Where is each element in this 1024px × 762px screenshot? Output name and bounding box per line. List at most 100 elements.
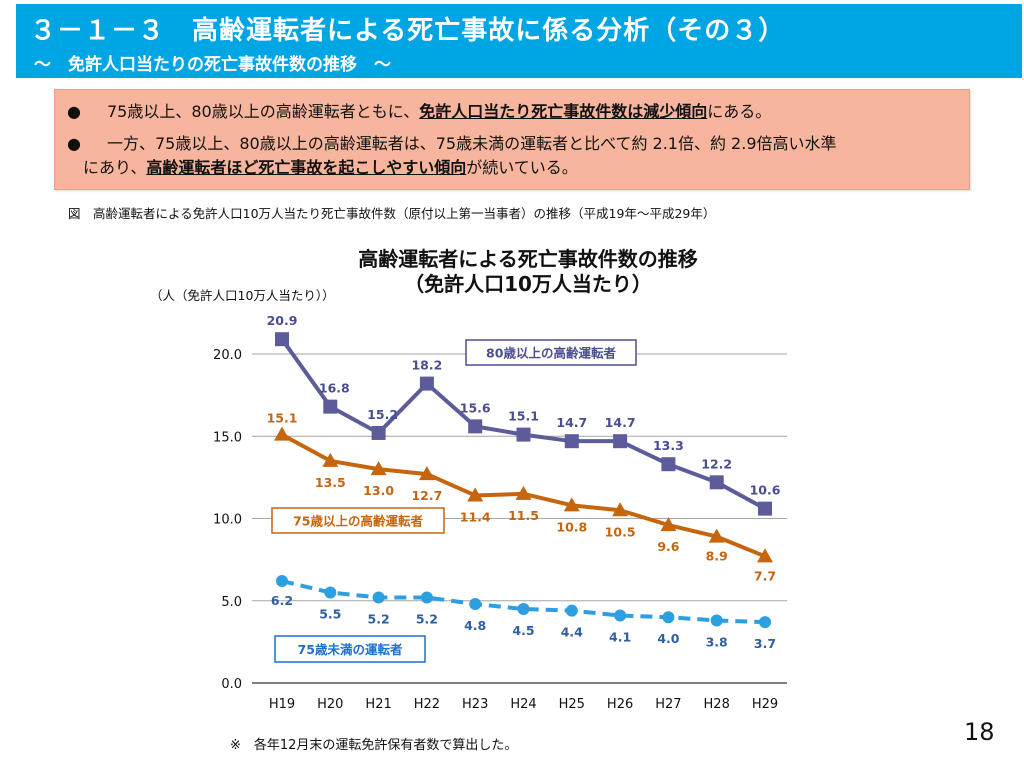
data-label: 5.2 bbox=[416, 611, 438, 626]
data-point-triangle bbox=[660, 517, 677, 532]
series-line bbox=[281, 579, 766, 625]
legend-label-box: 80歳以上の高齢運転者 bbox=[465, 339, 637, 366]
y-tick-label: 15.0 bbox=[213, 430, 242, 445]
data-point-triangle bbox=[612, 502, 629, 517]
x-tick-label: H22 bbox=[414, 697, 440, 712]
chart-title-line2: （免許人口10万人当たり） bbox=[404, 272, 652, 296]
data-label: 4.1 bbox=[609, 630, 631, 645]
x-tick-label: H20 bbox=[317, 697, 343, 712]
data-label: 4.0 bbox=[657, 631, 679, 646]
data-point-square bbox=[371, 425, 386, 440]
y-tick-label: 0.0 bbox=[221, 677, 242, 692]
footnote: ※ 各年12月末の運転免許保有者数で算出した。 bbox=[230, 738, 518, 753]
legend-label-box: 75歳以上の高齢運転者 bbox=[271, 507, 445, 534]
data-label: 11.4 bbox=[460, 509, 491, 524]
y-tick-label: 20.0 bbox=[213, 348, 242, 363]
slide-header: ３－１－３ 高齢運転者による死亡事故に係る分析（その３） ～ 免許人口当たりの死… bbox=[16, 4, 1022, 78]
data-point-square bbox=[323, 399, 338, 414]
x-tick-label: H28 bbox=[704, 697, 730, 712]
summary-item: ● 一方、75歳以上、80歳以上の高齢運転者は、75歳未満の運転者と比べて約 2.… bbox=[67, 132, 837, 156]
data-point-triangle bbox=[708, 528, 725, 543]
data-point-circle bbox=[324, 586, 337, 599]
data-point-circle bbox=[517, 602, 530, 615]
data-label: 3.7 bbox=[754, 636, 776, 651]
x-tick-label: H19 bbox=[269, 697, 295, 712]
chart-title-line1: 高齢運転者による死亡事故件数の推移 bbox=[358, 247, 697, 271]
data-point-triangle bbox=[370, 461, 387, 476]
data-label: 7.7 bbox=[754, 568, 776, 583]
x-tick-label: H29 bbox=[752, 697, 778, 712]
data-label: 4.5 bbox=[512, 623, 534, 638]
data-label: 15.6 bbox=[460, 400, 491, 415]
data-point-square bbox=[468, 419, 483, 434]
data-point-circle bbox=[614, 609, 627, 622]
data-label: 9.6 bbox=[657, 539, 679, 554]
data-label: 4.4 bbox=[561, 625, 583, 640]
data-label: 15.1 bbox=[508, 409, 539, 424]
data-point-circle bbox=[565, 604, 578, 617]
x-tick-label: H24 bbox=[510, 697, 536, 712]
legend-text: 75歳以上の高齢運転者 bbox=[293, 514, 423, 529]
legend-label-box: 75歳未満の運転者 bbox=[274, 635, 426, 663]
data-point-circle bbox=[420, 591, 433, 604]
data-label: 5.5 bbox=[319, 607, 341, 622]
data-label: 20.9 bbox=[267, 313, 298, 328]
data-label: 5.2 bbox=[368, 611, 390, 626]
data-point-triangle bbox=[515, 485, 532, 500]
data-label: 15.1 bbox=[267, 411, 298, 426]
data-label: 10.6 bbox=[750, 483, 781, 498]
data-point-square bbox=[564, 434, 579, 449]
y-tick-label: 10.0 bbox=[213, 513, 242, 528]
data-point-triangle bbox=[467, 487, 484, 502]
data-label: 18.2 bbox=[411, 358, 442, 373]
data-point-triangle bbox=[274, 426, 290, 441]
data-label: 10.5 bbox=[605, 524, 636, 539]
bullet-icon: ● bbox=[67, 102, 81, 121]
data-point-square bbox=[709, 475, 724, 490]
x-tick-label: H21 bbox=[365, 697, 391, 712]
data-label: 11.5 bbox=[508, 508, 539, 523]
x-tick-label: H25 bbox=[559, 697, 585, 712]
data-label: 4.8 bbox=[464, 618, 486, 633]
x-tick-label: H23 bbox=[462, 697, 488, 712]
x-tick-label: H27 bbox=[655, 697, 681, 712]
y-tick-label: 5.0 bbox=[221, 595, 242, 610]
data-label: 8.9 bbox=[706, 549, 728, 564]
legend-text: 80歳以上の高齢運転者 bbox=[486, 346, 616, 361]
summary-item: ● 75歳以上、80歳以上の高齢運転者ともに、免許人口当たり死亡事故件数は減少傾向… bbox=[67, 100, 771, 124]
data-label: 13.5 bbox=[315, 475, 346, 490]
data-label: 6.2 bbox=[271, 593, 293, 608]
data-label: 12.7 bbox=[411, 488, 442, 503]
data-point-circle bbox=[372, 591, 385, 604]
data-label: 14.7 bbox=[556, 415, 587, 430]
data-point-square bbox=[275, 332, 289, 347]
series-square: 20.9 16.8 15.2 18.2 15.6 15.1 14.7 14.7 13.3 12.2… bbox=[267, 313, 781, 516]
data-point-triangle bbox=[757, 548, 773, 563]
slide-title: ３－１－３ 高齢運転者による死亡事故に係る分析（その３） bbox=[30, 16, 786, 46]
series-circle: 6.2 5.5 5.2 5.2 4.8 4.5 4.4 4.1 4.0 3.8 3.7 bbox=[271, 575, 776, 651]
data-point-square bbox=[419, 376, 434, 391]
summary-item-continuation: にあり、高齢運転者ほど死亡事故を起こしやすい傾向が続いている。 bbox=[83, 158, 578, 177]
data-label: 13.3 bbox=[653, 438, 684, 453]
data-point-circle bbox=[710, 614, 723, 627]
figure-caption: 図 高齢運転者による免許人口10万人当たり死亡事故件数（原付以上第一当事者）の推… bbox=[68, 206, 716, 221]
summary-box: ● 75歳以上、80歳以上の高齢運転者ともに、免許人口当たり死亡事故件数は減少傾向… bbox=[54, 89, 970, 190]
legend-box bbox=[274, 635, 426, 663]
data-point-circle bbox=[759, 616, 771, 629]
data-point-square bbox=[516, 427, 531, 442]
data-label: 16.8 bbox=[319, 381, 350, 396]
legend-box bbox=[465, 339, 637, 366]
data-point-triangle bbox=[563, 497, 580, 512]
legend-box bbox=[271, 507, 445, 534]
data-label: 3.8 bbox=[706, 634, 728, 649]
data-point-square bbox=[758, 501, 772, 516]
data-point-circle bbox=[662, 611, 675, 624]
series-triangle: 15.1 13.5 13.0 12.7 11.4 11.5 10.8 10.5 9.6 8.9 7.… bbox=[267, 411, 777, 584]
data-point-circle bbox=[469, 598, 482, 611]
x-tick-label: H26 bbox=[607, 697, 633, 712]
data-label: 10.8 bbox=[556, 519, 587, 534]
legend-text: 75歳未満の運転者 bbox=[298, 642, 403, 657]
slide-subtitle: ～ 免許人口当たりの死亡事故件数の推移 ～ bbox=[34, 55, 391, 75]
data-point-triangle bbox=[322, 452, 339, 467]
